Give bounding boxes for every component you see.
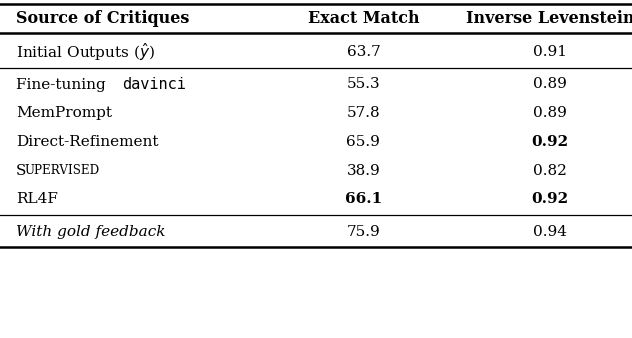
Text: 0.94: 0.94 (533, 224, 567, 239)
Text: S: S (16, 164, 26, 178)
Text: 55.3: 55.3 (346, 77, 380, 92)
Text: Inverse Levenstein: Inverse Levenstein (466, 10, 632, 27)
Text: 38.9: 38.9 (346, 164, 380, 178)
Text: 0.89: 0.89 (533, 106, 567, 120)
Text: 0.89: 0.89 (533, 77, 567, 92)
Text: Exact Match: Exact Match (308, 10, 419, 27)
Text: RL4F: RL4F (16, 192, 58, 207)
Text: 0.92: 0.92 (532, 192, 568, 207)
Text: Direct-Refinement: Direct-Refinement (16, 135, 158, 149)
Text: Fine-tuning: Fine-tuning (16, 77, 111, 92)
Text: 75.9: 75.9 (346, 224, 380, 239)
Text: Source of Critiques: Source of Critiques (16, 10, 189, 27)
Text: MemPrompt: MemPrompt (16, 106, 112, 120)
Text: With gold feedback: With gold feedback (16, 224, 166, 239)
Text: davinci: davinci (122, 77, 186, 92)
Text: 0.92: 0.92 (532, 135, 568, 149)
Text: 65.9: 65.9 (346, 135, 380, 149)
Text: 0.91: 0.91 (533, 45, 567, 59)
Text: 63.7: 63.7 (346, 45, 380, 59)
Text: 66.1: 66.1 (345, 192, 382, 207)
Text: 57.8: 57.8 (346, 106, 380, 120)
Text: UPERVISED: UPERVISED (24, 164, 99, 177)
Text: Initial Outputs ($\hat{y}$): Initial Outputs ($\hat{y}$) (16, 42, 155, 63)
Text: 0.82: 0.82 (533, 164, 567, 178)
